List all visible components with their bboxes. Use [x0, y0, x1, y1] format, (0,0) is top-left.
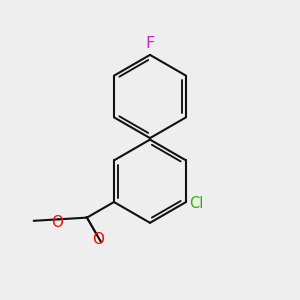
- Text: Cl: Cl: [189, 196, 203, 211]
- Text: F: F: [146, 36, 154, 51]
- Text: O: O: [51, 215, 63, 230]
- Text: O: O: [93, 232, 105, 247]
